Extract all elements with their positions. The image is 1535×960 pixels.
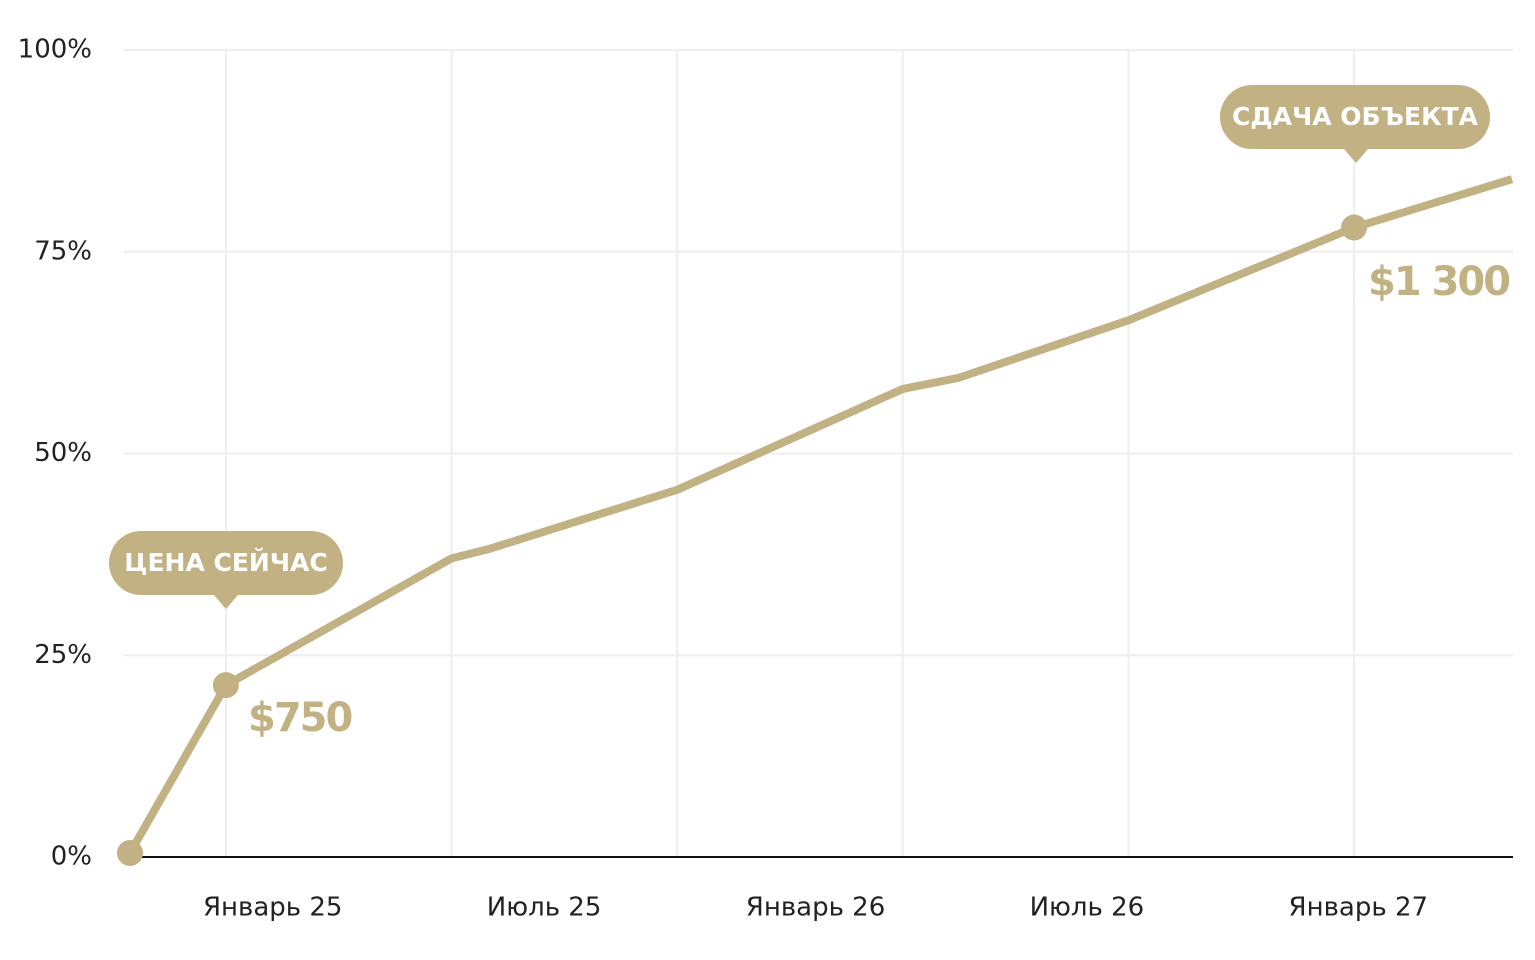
- line: [126, 175, 1514, 855]
- y-tick-label: 0%: [51, 842, 92, 872]
- point: [117, 839, 143, 866]
- y-tick-label: 100%: [18, 35, 92, 65]
- price-label: $1 300: [1368, 259, 1509, 305]
- point: [212, 672, 239, 699]
- price-label: $750: [248, 695, 351, 741]
- x-tick-label: Июль 25: [487, 893, 602, 923]
- badge: [1220, 85, 1490, 149]
- y-tick-label: 75%: [34, 236, 92, 266]
- badge-text: СДАЧА ОБЪЕКТА: [1232, 102, 1479, 131]
- badge: [109, 531, 343, 595]
- y-tick-label: 50%: [34, 438, 92, 468]
- badge-pointer: [1344, 149, 1368, 163]
- y-tick-label: 25%: [34, 640, 92, 670]
- badge-pointer: [214, 595, 238, 609]
- x-tick-label: Июль 26: [1030, 893, 1145, 923]
- x-tick-label: Январь 26: [746, 893, 886, 923]
- x-tick-label: Январь 27: [1289, 893, 1429, 923]
- badge-text: ЦЕНА СЕЙЧАС: [124, 548, 328, 577]
- point: [1341, 214, 1368, 241]
- x-tick-label: Январь 25: [203, 893, 343, 923]
